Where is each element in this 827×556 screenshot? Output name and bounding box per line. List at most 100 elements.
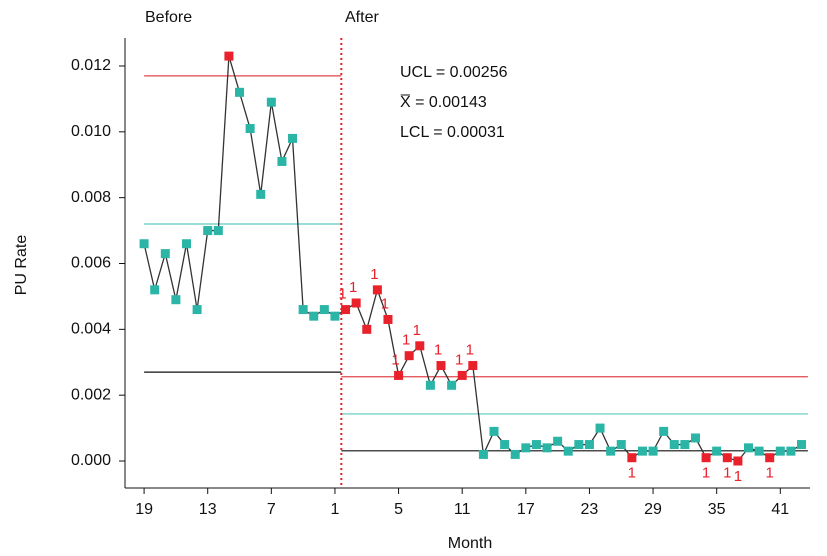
data-point: [182, 239, 192, 249]
data-point: [754, 446, 764, 456]
data-point: [531, 440, 541, 450]
flag-label: 1: [702, 465, 710, 482]
segment-label: Before: [145, 9, 192, 26]
data-point: [489, 426, 499, 436]
x-tick-label: 11: [454, 501, 471, 518]
flag-label: 1: [413, 322, 421, 339]
y-tick-label: 0.006: [71, 255, 111, 272]
data-point: [298, 305, 308, 315]
y-tick-label: 0.000: [71, 452, 111, 469]
x-tick-label: 41: [771, 501, 789, 518]
data-point: [309, 311, 319, 321]
x-tick-label: 35: [708, 501, 726, 518]
flag-label: 1: [734, 468, 742, 485]
annotation: X̅ = 0.00143: [400, 93, 487, 111]
x-tick-label: 7: [267, 501, 276, 518]
x-axis-label: Month: [448, 535, 492, 552]
data-point: [659, 426, 669, 436]
data-point: [457, 370, 467, 380]
annotation: LCL = 0.00031: [400, 124, 505, 141]
data-point: [394, 370, 404, 380]
flag-label: 1: [723, 465, 731, 482]
flag-label: 1: [628, 465, 636, 482]
flag-label: 1: [455, 351, 463, 368]
flag-label: 1: [434, 342, 442, 359]
data-point: [277, 156, 287, 166]
data-point: [669, 440, 679, 450]
data-point: [288, 133, 298, 143]
data-point: [245, 124, 255, 134]
data-point: [171, 295, 181, 305]
data-point: [415, 341, 425, 351]
x-tick-label: 17: [517, 501, 535, 518]
data-point: [478, 449, 488, 459]
segment-label: After: [345, 9, 379, 26]
data-point: [584, 440, 594, 450]
data-point: [765, 453, 775, 463]
x-tick-label: 13: [199, 501, 217, 518]
data-point: [648, 446, 658, 456]
data-point: [256, 189, 266, 199]
data-point: [701, 453, 711, 463]
data-point: [797, 440, 807, 450]
y-tick-label: 0.002: [71, 386, 111, 403]
data-point: [637, 446, 647, 456]
data-point: [616, 440, 626, 450]
data-point: [436, 361, 446, 371]
data-point: [139, 239, 149, 249]
flag-label: 1: [466, 342, 474, 359]
x-tick-label: 23: [581, 501, 599, 518]
data-point: [743, 443, 753, 453]
data-point: [150, 285, 160, 295]
data-line: [143, 55, 802, 462]
data-point: [192, 305, 202, 315]
data-point: [680, 440, 690, 450]
data-point: [690, 433, 700, 443]
data-point: [775, 446, 785, 456]
data-point: [235, 87, 245, 97]
data-point: [606, 446, 616, 456]
data-point: [224, 51, 234, 61]
y-tick-label: 0.012: [71, 57, 111, 74]
data-point: [563, 446, 573, 456]
data-point: [712, 446, 722, 456]
x-tick-label: 5: [394, 501, 403, 518]
data-point: [786, 446, 796, 456]
data-point: [510, 449, 520, 459]
data-point: [722, 453, 732, 463]
y-tick-label: 0.008: [71, 189, 111, 206]
data-point: [468, 361, 478, 371]
annotation: UCL = 0.00256: [400, 64, 508, 81]
data-point: [266, 97, 276, 107]
data-point: [341, 305, 351, 315]
data-point: [383, 314, 393, 324]
data-point: [351, 298, 361, 308]
flag-label: 1: [391, 351, 399, 368]
data-point: [404, 351, 414, 361]
data-point: [160, 249, 170, 259]
flag-label: 1: [349, 279, 357, 296]
flag-label: 1: [381, 295, 389, 312]
data-point: [521, 443, 531, 453]
flag-label: 1: [402, 332, 410, 349]
data-point: [574, 440, 584, 450]
data-point: [425, 380, 435, 390]
data-point: [203, 226, 213, 236]
flag-label: 1: [370, 266, 378, 283]
data-point: [500, 440, 510, 450]
y-tick-label: 0.004: [71, 321, 111, 338]
data-point: [542, 443, 552, 453]
data-point: [213, 226, 223, 236]
x-tick-label: 19: [135, 501, 153, 518]
data-point: [733, 456, 743, 466]
x-tick-label: 29: [644, 501, 662, 518]
data-point: [362, 324, 372, 334]
data-point: [372, 285, 382, 295]
flag-label: 1: [766, 465, 774, 482]
data-point: [447, 380, 457, 390]
data-point: [319, 305, 329, 315]
data-point: [595, 423, 605, 433]
data-point: [553, 436, 563, 446]
x-tick-label: 1: [331, 501, 340, 518]
